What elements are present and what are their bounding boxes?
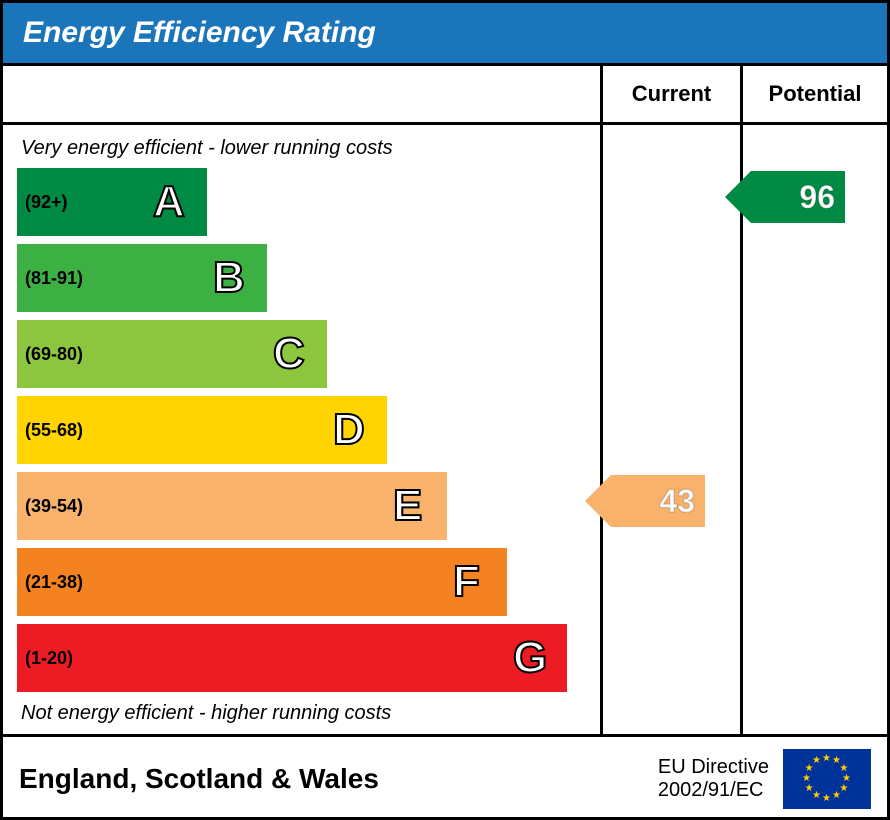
band-bar (17, 624, 567, 692)
title-bar: Energy Efficiency Rating (3, 3, 887, 63)
band-letter: B (213, 253, 245, 303)
band-bar (17, 548, 507, 616)
band-f: (21-38) F (17, 548, 590, 616)
potential-marker: 96 (725, 171, 845, 223)
band-range: (55-68) (25, 420, 83, 441)
band-letter: D (333, 405, 365, 455)
footer-region: England, Scotland & Wales (19, 763, 379, 795)
directive-line1: EU Directive (658, 756, 769, 779)
band-range: (1-20) (25, 648, 73, 669)
chart-grid: Current Potential Very energy efficient … (3, 63, 887, 734)
current-column: 43 (603, 125, 743, 734)
band-letter: E (393, 481, 422, 531)
potential-marker-value: 96 (799, 179, 835, 216)
note-bottom: Not energy efficient - higher running co… (21, 702, 590, 725)
note-top: Very energy efficient - lower running co… (21, 137, 590, 160)
band-d: (55-68) D (17, 396, 590, 464)
band-range: (39-54) (25, 496, 83, 517)
band-letter: F (453, 557, 480, 607)
footer: England, Scotland & Wales EU Directive 2… (3, 734, 887, 820)
band-a: (92+) A (17, 168, 590, 236)
directive-line2: 2002/91/EC (658, 779, 769, 802)
band-range: (21-38) (25, 572, 83, 593)
band-b: (81-91) B (17, 244, 590, 312)
bands-column: Very energy efficient - lower running co… (3, 125, 603, 734)
band-letter: G (513, 633, 547, 683)
band-range: (92+) (25, 192, 68, 213)
band-g: (1-20) G (17, 624, 590, 692)
header-potential: Potential (743, 66, 887, 122)
band-e: (39-54) E (17, 472, 590, 540)
current-marker: 43 (585, 475, 705, 527)
header-blank (3, 66, 603, 122)
eu-flag-icon: ★★★★★★★★★★★★ (783, 749, 871, 809)
bands-container: (92+) A (81-91) B (69-80) C (55-68) D (39-54) E (2… (17, 168, 590, 692)
footer-right: EU Directive 2002/91/EC ★★★★★★★★★★★★ (658, 749, 871, 809)
column-headers: Current Potential (3, 66, 887, 122)
header-current: Current (603, 66, 743, 122)
footer-directive: EU Directive 2002/91/EC (658, 756, 769, 802)
potential-column: 96 (743, 125, 887, 734)
band-letter: C (273, 329, 305, 379)
band-range: (81-91) (25, 268, 83, 289)
band-range: (69-80) (25, 344, 83, 365)
title-text: Energy Efficiency Rating (23, 16, 376, 50)
current-marker-value: 43 (659, 483, 695, 520)
epc-chart: Energy Efficiency Rating Current Potenti… (0, 0, 890, 820)
band-c: (69-80) C (17, 320, 590, 388)
band-letter: A (153, 177, 185, 227)
chart-body: Very energy efficient - lower running co… (3, 122, 887, 734)
